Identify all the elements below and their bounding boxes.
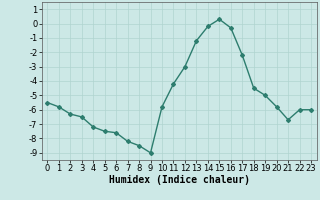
X-axis label: Humidex (Indice chaleur): Humidex (Indice chaleur) xyxy=(109,175,250,185)
